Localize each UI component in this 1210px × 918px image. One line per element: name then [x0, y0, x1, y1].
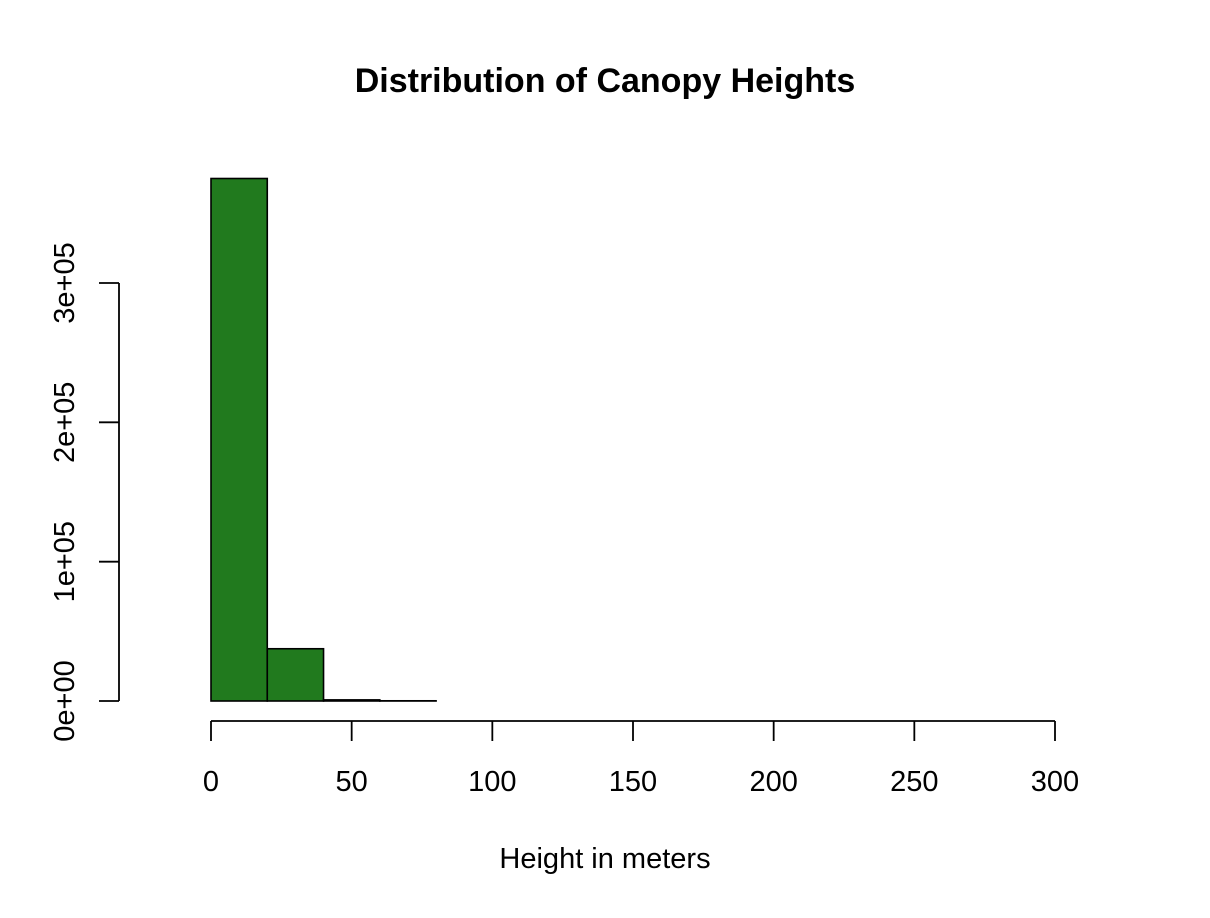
histogram-bar — [266, 647, 325, 702]
y-tick-label: 2e+05 — [49, 382, 81, 463]
x-tick-label: 200 — [749, 766, 797, 798]
y-tick-label: 0e+00 — [49, 660, 81, 741]
x-axis: 0 50 100 150 200 250 300 — [203, 720, 1079, 798]
x-tick-label: 50 — [336, 766, 368, 798]
x-tick-label: 100 — [468, 766, 516, 798]
y-tick-label: 3e+05 — [49, 242, 81, 323]
x-tick-label: 300 — [1031, 766, 1079, 798]
histogram-bar — [322, 699, 381, 702]
y-tick-label: 1e+05 — [49, 521, 81, 602]
x-tick-label: 0 — [203, 766, 219, 798]
x-axis-label: Height in meters — [499, 843, 710, 875]
bars-group — [210, 177, 437, 702]
x-tick-label: 250 — [890, 766, 938, 798]
y-axis: 0e+00 1e+05 2e+05 3e+05 — [49, 242, 120, 742]
x-tick-label: 150 — [609, 766, 657, 798]
chart-title: Distribution of Canopy Heights — [355, 62, 856, 100]
histogram-bar — [210, 177, 269, 702]
